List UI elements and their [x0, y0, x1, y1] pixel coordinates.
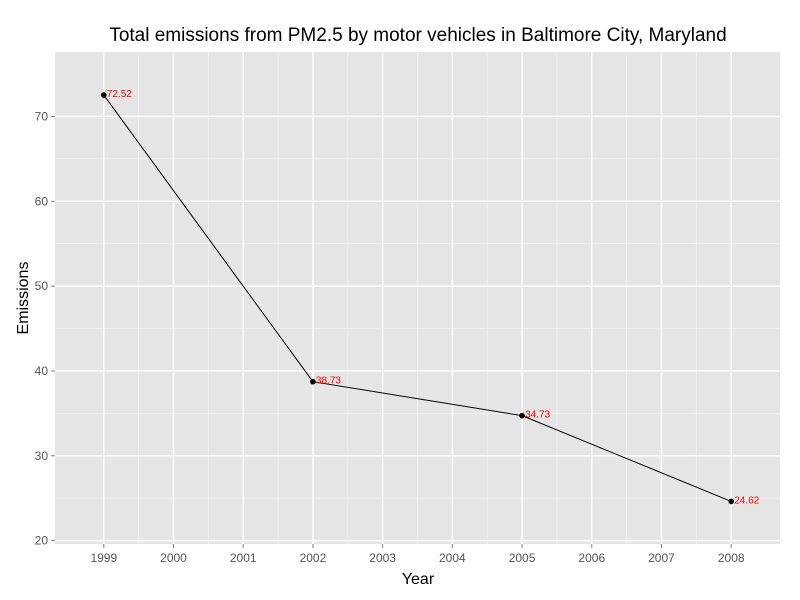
data-point	[100, 92, 107, 98]
x-tick-label: 2001	[230, 551, 257, 565]
x-tick-label: 2005	[509, 551, 536, 565]
y-tick-label: 60	[35, 194, 49, 208]
y-axis-title: Emissions	[15, 262, 32, 335]
x-tick-label: 2003	[369, 551, 396, 565]
y-tick-label: 30	[35, 449, 49, 463]
x-axis: 1999 2000 2001 2002 2003 2004 2005 2006 2007 2008	[90, 544, 745, 565]
x-axis-title: Year	[402, 571, 435, 588]
x-tick-label: 1999	[90, 551, 117, 565]
major-gridlines	[55, 52, 780, 544]
x-tick-label: 2007	[648, 551, 675, 565]
x-tick-label: 2000	[160, 551, 187, 565]
y-tick-label: 40	[35, 364, 49, 378]
series-layer: 72.52 38.73 34.73 24.62	[100, 89, 760, 506]
series-line	[103, 94, 732, 502]
minor-gridlines	[55, 52, 780, 544]
data-label: 34.73	[525, 410, 550, 421]
x-tick-label: 2008	[718, 551, 745, 565]
y-tick-label: 50	[35, 279, 49, 293]
x-tick-label: 2002	[300, 551, 327, 565]
data-point	[310, 378, 316, 385]
x-tick-label: 2006	[578, 551, 605, 565]
data-label: 38.73	[316, 376, 341, 387]
data-point	[519, 412, 525, 419]
data-label: 72.52	[107, 89, 132, 100]
chart-title: Total emissions from PM2.5 by motor vehi…	[109, 25, 726, 46]
data-label: 24.62	[734, 495, 759, 506]
y-tick-label: 70	[35, 109, 49, 123]
y-axis: 20 30 40 50 60 70	[35, 109, 55, 548]
y-tick-label: 20	[35, 534, 49, 548]
x-tick-label: 2004	[439, 551, 466, 565]
data-point	[728, 498, 735, 505]
